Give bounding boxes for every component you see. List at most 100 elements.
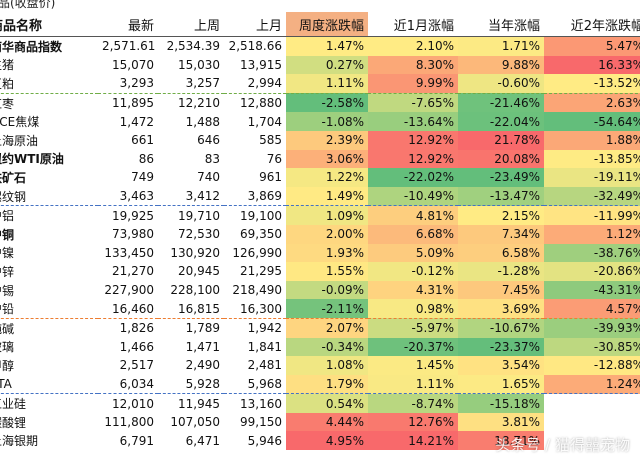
value-cell: -8.74% <box>368 393 458 413</box>
value-cell <box>544 413 640 432</box>
table-row: 沪锌 21,270 20,945 21,295 1.55%-0.12%-1.28%-20… <box>0 262 640 281</box>
value-cell: 16.33% <box>544 55 640 75</box>
value-cell: 1,488 <box>185 114 220 129</box>
value-cell: 1.09% <box>286 205 368 225</box>
table-row: 生猪 15,070 15,030 13,915 0.27%8.30%9.88%16.33… <box>0 55 640 75</box>
value-cell: 4.44% <box>286 412 368 432</box>
value-cell: 107,050 <box>170 415 220 430</box>
table-row: 甲醇 2,517 2,490 2,481 1.08%1.45%3.54%-12.88% <box>0 356 640 375</box>
value-cell: 0.54% <box>286 393 368 413</box>
table-row: 南华商品指数 2,571.61 2,534.39 2,518.66 1.47%2.10%… <box>0 36 640 56</box>
value-cell: 73,980 <box>112 227 154 242</box>
name-cell: 上海原油 <box>0 133 39 148</box>
value-cell: 2,571.61 <box>102 39 156 54</box>
value-cell: -23.37% <box>458 337 544 357</box>
value-cell: 661 <box>131 133 154 148</box>
value-cell: 12.92% <box>368 149 458 169</box>
value-cell: 19,710 <box>178 208 220 223</box>
value-cell: 9.88% <box>458 55 544 75</box>
value-cell: 1,471 <box>185 339 220 354</box>
value-cell: 1,704 <box>247 114 282 129</box>
value-cell: 0.27% <box>286 55 368 75</box>
value-cell: 0.98% <box>368 299 458 319</box>
table: 商品名称最新上周上月周度涨跌幅近1月涨幅当年涨幅近2年涨跌幅南华商品指数 2,57… <box>0 12 640 451</box>
value-cell: 11,895 <box>112 96 154 111</box>
table-row: 纽约WTI原油 86 83 76 3.06%12.92%20.08%-13.85% <box>0 149 640 169</box>
value-cell: 3.54% <box>458 356 544 375</box>
value-cell: -0.60% <box>458 74 544 94</box>
value-cell: 2.07% <box>286 318 368 338</box>
value-cell: -1.28% <box>458 262 544 281</box>
name-cell: 工业硅 <box>0 397 27 412</box>
value-cell: 12.92% <box>368 130 458 150</box>
value-cell: 6,471 <box>185 433 220 448</box>
value-cell: 12,210 <box>178 96 220 111</box>
value-cell: 1.24% <box>544 374 640 395</box>
value-cell: 15,070 <box>112 57 154 72</box>
value-cell: -0.09% <box>286 280 368 300</box>
value-cell: 5,928 <box>158 374 224 395</box>
value-cell: 83 <box>204 151 220 166</box>
value-cell: 5,946 <box>247 433 282 448</box>
value-cell: 2,517 <box>119 358 154 373</box>
value-cell: -43.31% <box>544 280 640 300</box>
name-cell: 纯碱 <box>0 321 15 336</box>
value-cell: 2.15% <box>458 205 544 225</box>
value-cell: 2,490 <box>185 358 220 373</box>
value-cell: 4.31% <box>368 280 458 300</box>
name-cell: 上海银期 <box>0 434 39 449</box>
value-cell: 585 <box>259 133 282 148</box>
value-cell: 2,534.39 <box>166 39 220 54</box>
value-cell: 4.57% <box>544 299 640 319</box>
name-cell: 纽约WTI原油 <box>0 152 64 167</box>
value-cell <box>544 394 640 413</box>
value-cell: -20.37% <box>368 337 458 357</box>
value-cell: 1,472 <box>119 114 154 129</box>
name-cell: 铁矿石 <box>0 170 27 185</box>
value-cell: 3,412 <box>158 186 224 207</box>
name-cell: 豆粕 <box>0 74 98 94</box>
value-cell: 1.49% <box>286 186 368 207</box>
name-cell: 螺纹钢 <box>0 186 98 207</box>
value-cell: -13.85% <box>544 149 640 169</box>
value-cell: 228,100 <box>170 283 220 298</box>
value-cell: 740 <box>197 170 220 185</box>
header-cell: 上周 <box>158 12 224 37</box>
value-cell: 1.47% <box>286 36 368 56</box>
caption: 商品(收盘价) <box>0 0 56 10</box>
value-cell: 2,518.66 <box>228 39 282 54</box>
name-cell: 沪铜 <box>0 227 15 242</box>
name-cell: 玻璃 <box>0 340 15 355</box>
name-cell: 生猪 <box>0 58 15 73</box>
value-cell: 86 <box>138 151 154 166</box>
value-cell: 2.39% <box>286 130 368 150</box>
value-cell: 126,990 <box>232 245 282 260</box>
value-cell: 18.71% <box>458 431 544 451</box>
value-cell: -22.04% <box>458 112 544 131</box>
value-cell: -38.76% <box>544 243 640 263</box>
name-cell: PTA <box>0 374 98 395</box>
value-cell: 3,869 <box>224 186 286 207</box>
value-cell: 13,160 <box>240 396 282 411</box>
value-cell: 7.34% <box>458 224 544 244</box>
value-cell: 1.88% <box>544 130 640 150</box>
value-cell: 76 <box>266 151 282 166</box>
value-cell: 1.79% <box>286 374 368 395</box>
value-cell: 1.65% <box>458 374 544 395</box>
name-cell: 沪铝 <box>0 209 15 224</box>
value-cell: 1.12% <box>544 224 640 244</box>
value-cell: -39.93% <box>544 318 640 338</box>
value-cell: 1.08% <box>286 356 368 375</box>
name-cell: DCE焦煤 <box>0 115 40 130</box>
value-cell: 1.22% <box>286 168 368 187</box>
value-cell: 2.00% <box>286 224 368 244</box>
value-cell: 1,466 <box>119 339 154 354</box>
value-cell: 16,300 <box>224 299 286 319</box>
value-cell: -2.11% <box>286 299 368 319</box>
table-row: 纯碱 1,826 1,789 1,942 2.07%-5.97%-10.67%-39.9… <box>0 318 640 338</box>
header-cell: 最新 <box>98 12 158 37</box>
value-cell: -54.64% <box>544 112 640 131</box>
